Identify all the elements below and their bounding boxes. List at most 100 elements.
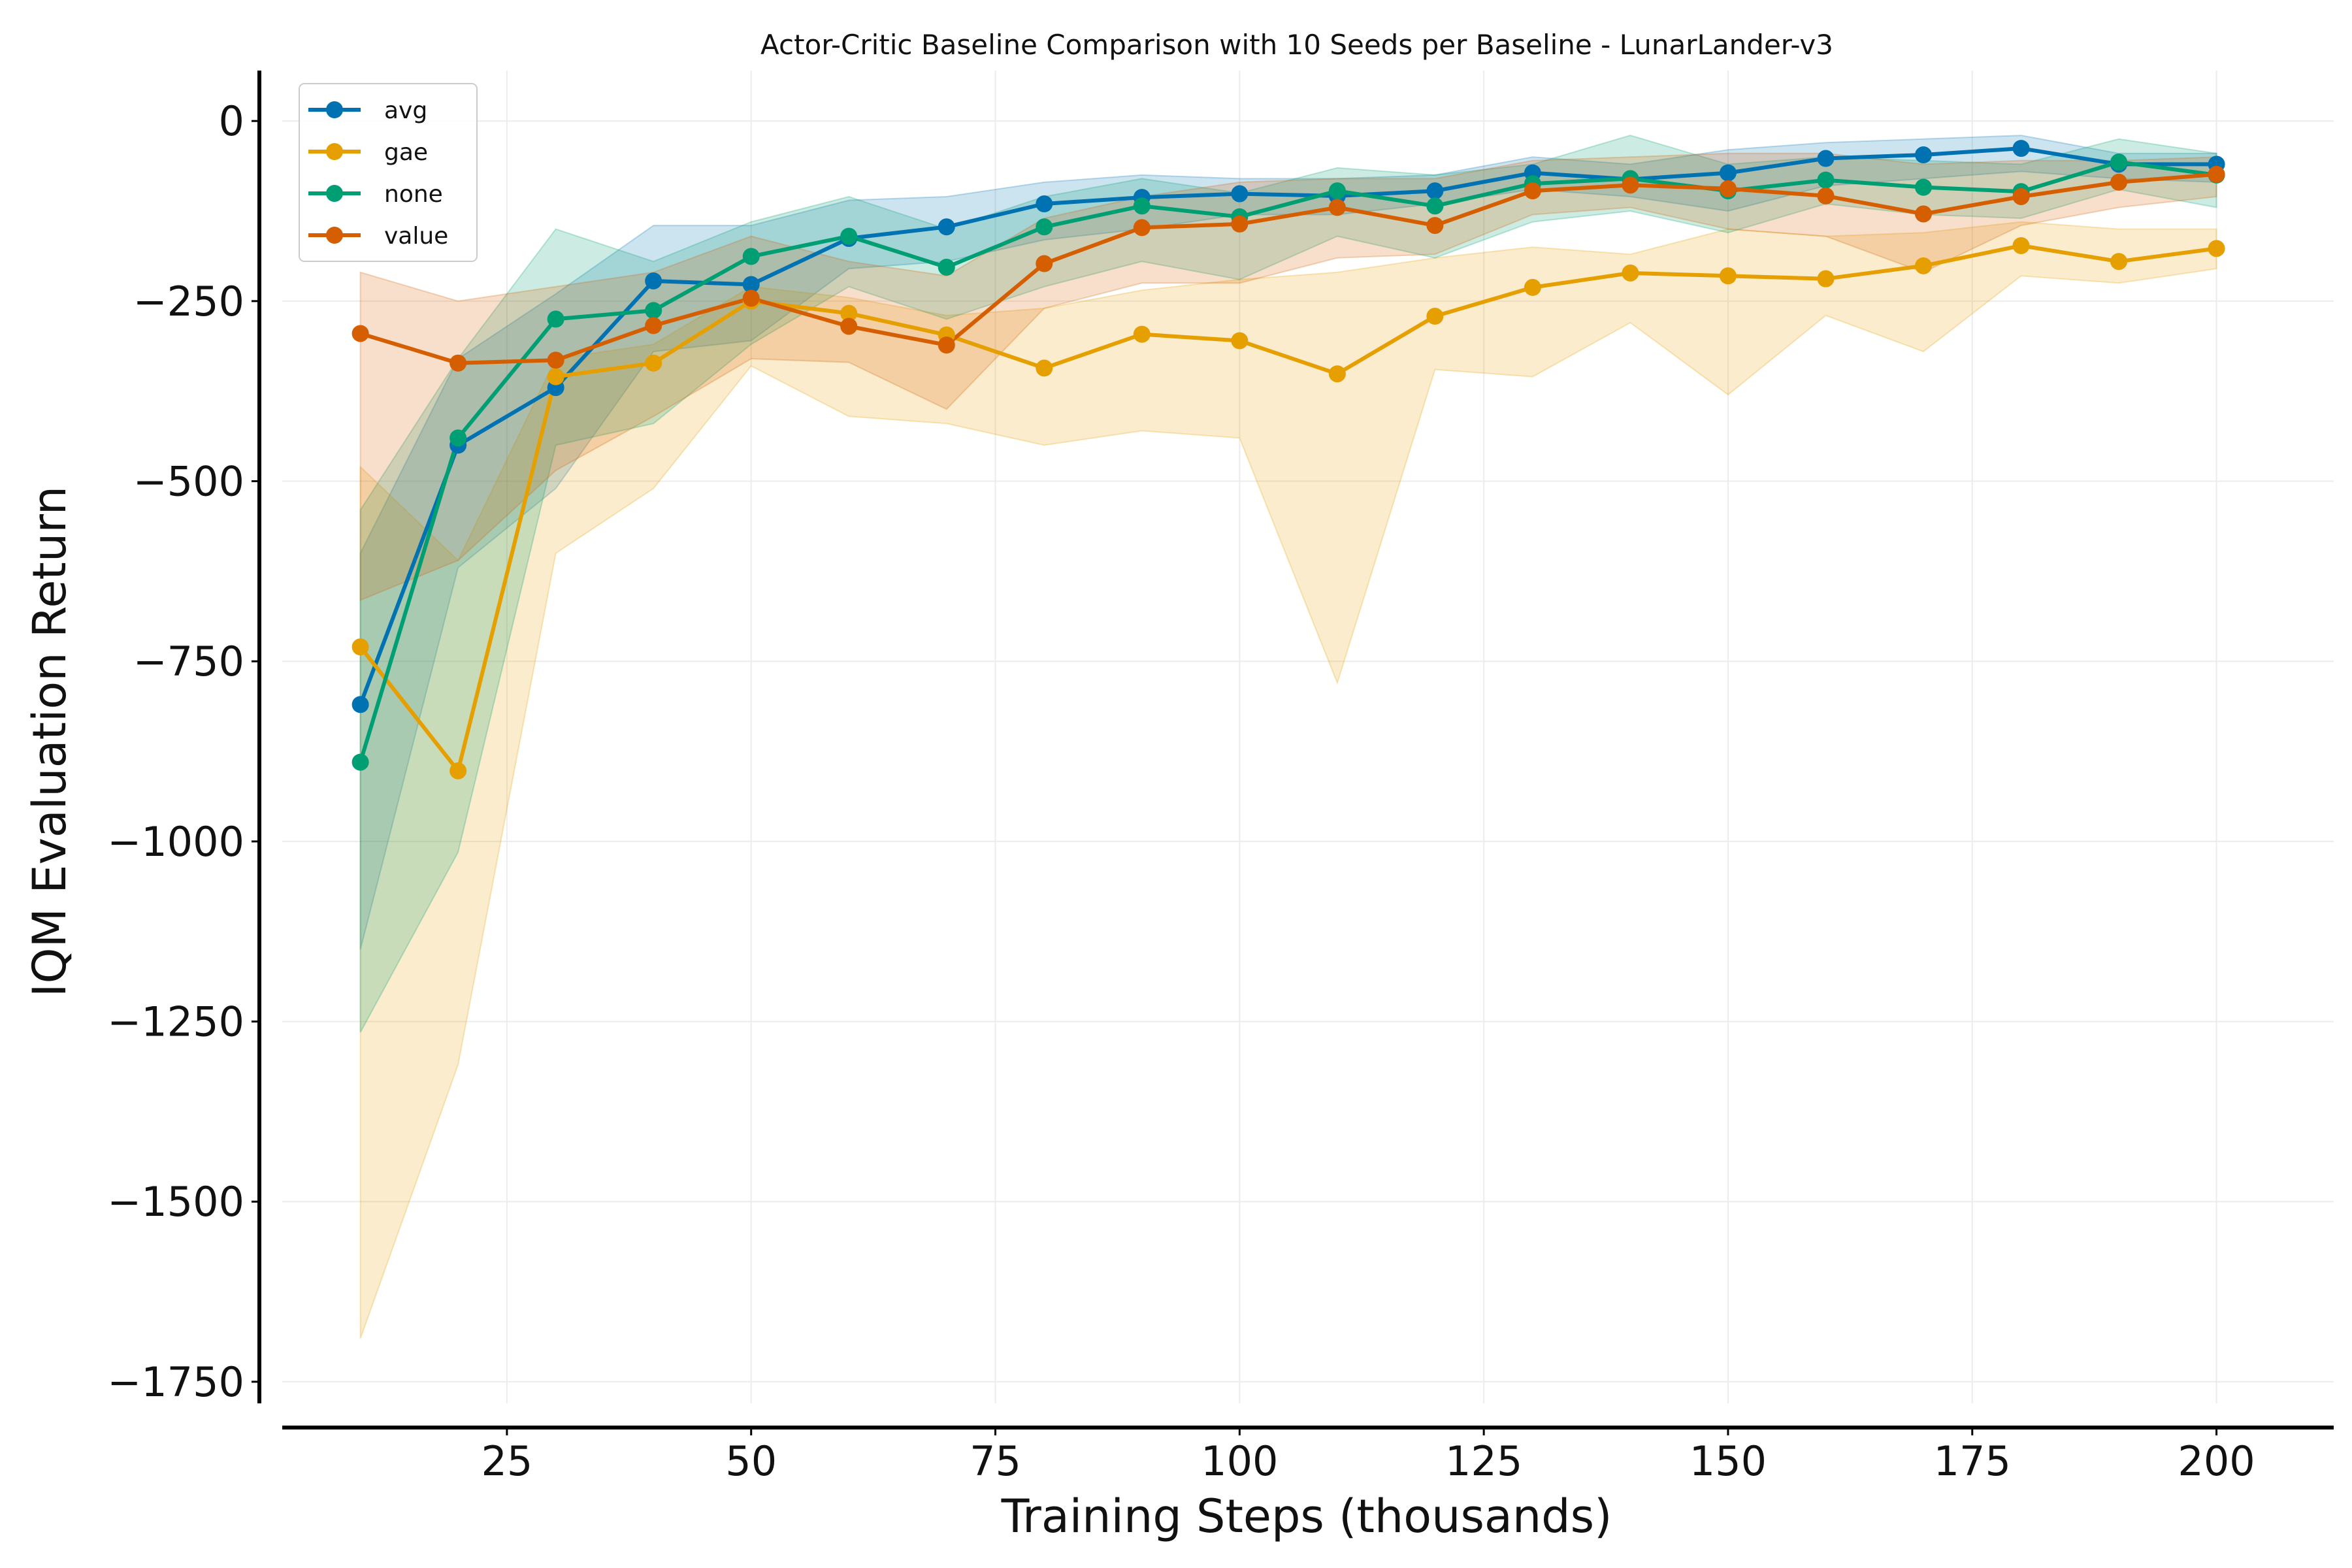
point-avg [1817,150,1835,167]
point-gae [840,304,858,322]
point-value [1231,215,1249,233]
point-value [1133,219,1151,237]
legend-swatch-marker [326,227,343,244]
point-value [938,336,955,354]
line-gae [359,244,2217,773]
band-gae [359,221,2217,1339]
axes [257,71,2334,1429]
grid [282,71,2334,1403]
point-avg [1036,195,1053,212]
point-value [449,354,467,372]
point-gae [1328,365,1346,383]
point-none [645,302,662,319]
legend-frame [299,83,478,262]
legend-swatch-marker [326,143,343,160]
line-none [358,160,2217,763]
point-gae [449,762,467,779]
point-none [1133,197,1151,215]
point-none [1328,182,1346,200]
band-none [359,135,2217,1033]
point-none [840,227,858,245]
y-tick-label: −1250 [107,998,244,1046]
point-gae [1036,359,1053,377]
x-tick-label: 175 [1934,1437,2011,1485]
band-value [359,152,2217,601]
point-avg [1915,146,1932,164]
point-gae [1622,264,1639,282]
line-avg [358,146,2217,706]
x-tick-label: 200 [2178,1437,2255,1485]
y-tick-label: −750 [133,638,244,685]
legend-swatch-marker [326,101,343,118]
point-value [1915,205,1932,223]
legend-entry-none: none [384,181,443,208]
chart-title: Actor-Critic Baseline Comparison with 10… [760,29,1833,61]
point-gae [547,368,564,385]
point-avg [1719,164,1737,182]
point-none [742,248,760,265]
series-lines [358,146,2217,773]
point-value [351,325,369,342]
point-gae [2012,237,2030,254]
x-axis-label: Training Steps (thousands) [1001,1490,1612,1543]
point-gae [1231,332,1249,350]
series-points [351,140,2225,779]
point-avg [1231,185,1249,203]
x-tick-label: 125 [1445,1437,1522,1485]
y-tick-label: −250 [133,278,244,325]
legend: avg gae none value [299,83,478,262]
point-value [645,317,662,335]
point-value [1524,182,1541,200]
x-tick-label: 150 [1690,1437,1767,1485]
point-gae [1133,325,1151,343]
point-value [1622,176,1639,194]
point-avg [1426,182,1444,200]
point-value [1036,255,1053,272]
line-value [359,172,2217,365]
point-gae [1817,270,1835,287]
y-tick-label: −1500 [107,1178,244,1226]
point-gae [1524,278,1541,296]
point-none [351,753,369,771]
point-gae [1915,257,1932,274]
y-ticks: 0 −250 −500 −750 −1000 −1250 −1500 −1750 [107,97,259,1406]
point-gae [645,354,662,372]
legend-swatch-marker [326,185,343,202]
x-tick-label: 25 [481,1437,532,1485]
y-tick-label: −1750 [107,1358,244,1406]
point-avg [2012,140,2030,157]
point-value [1328,199,1346,216]
point-gae [2208,240,2225,257]
point-none [1817,171,1835,189]
x-tick-label: 75 [970,1437,1021,1485]
point-none [547,310,564,328]
x-tick-label: 50 [725,1437,777,1485]
legend-entry-value: value [384,223,448,250]
point-value [742,289,760,307]
point-avg [938,218,955,236]
point-value [840,318,858,335]
point-gae [1719,267,1737,285]
point-none [449,429,467,447]
x-tick-label: 100 [1201,1437,1278,1485]
y-tick-label: −500 [133,458,244,506]
point-avg [351,696,369,713]
point-value [2012,188,2030,205]
point-value [1817,187,1835,204]
point-value [1426,217,1444,235]
point-value [2110,173,2128,191]
point-gae [2110,253,2128,270]
point-avg [645,272,662,289]
confidence-bands [359,135,2217,1339]
point-none [2110,154,2128,171]
point-gae [351,638,369,656]
point-none [1915,178,1932,196]
legend-entry-avg: avg [384,97,427,124]
y-tick-label: −1000 [107,818,244,866]
point-none [938,259,955,276]
y-tick-label: 0 [219,97,244,145]
point-value [2208,165,2225,183]
y-axis-label: IQM Evaluation Return [23,486,76,997]
point-none [1036,218,1053,236]
